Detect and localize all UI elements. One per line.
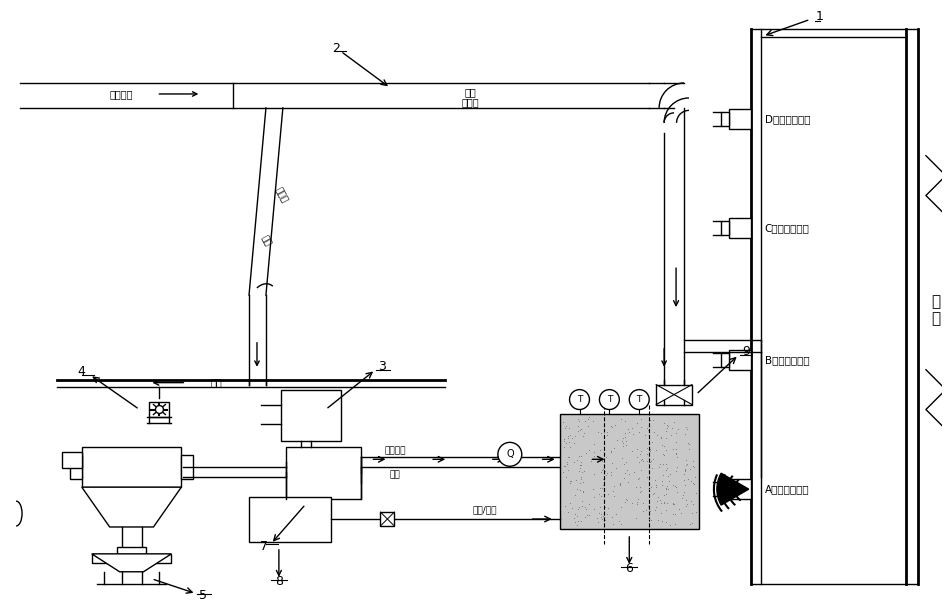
Text: A层燃烧器中心: A层燃烧器中心 <box>765 484 809 494</box>
Text: 粉口: 粉口 <box>464 87 476 97</box>
Bar <box>82 448 181 487</box>
Bar <box>117 547 146 555</box>
Bar <box>721 353 729 367</box>
Bar <box>286 448 361 499</box>
Text: 6: 6 <box>625 562 633 576</box>
Text: 5: 5 <box>199 589 208 602</box>
Text: C层燃烧器中心: C层燃烧器中心 <box>765 224 810 233</box>
Text: T: T <box>607 395 612 404</box>
Text: 煤粉进口: 煤粉进口 <box>110 89 133 99</box>
Text: 8: 8 <box>275 576 283 588</box>
Bar <box>70 456 82 479</box>
Bar <box>117 555 146 563</box>
Text: 4: 4 <box>76 365 85 378</box>
Bar <box>62 452 82 468</box>
Bar <box>560 415 699 529</box>
Text: T: T <box>636 395 642 404</box>
Bar <box>729 109 750 129</box>
Text: 蒸汽/空气: 蒸汽/空气 <box>473 505 497 515</box>
Text: 备二次风: 备二次风 <box>384 446 406 455</box>
Bar <box>380 512 395 526</box>
Text: 2: 2 <box>331 41 340 55</box>
Wedge shape <box>716 473 749 505</box>
Bar <box>249 497 330 542</box>
Bar <box>729 219 750 238</box>
Bar <box>721 112 729 126</box>
Polygon shape <box>92 554 172 572</box>
Text: B层燃烧器中心: B层燃烧器中心 <box>765 355 809 365</box>
Text: 9: 9 <box>742 345 750 358</box>
Text: 1: 1 <box>816 10 823 23</box>
Bar <box>656 385 692 404</box>
Text: 煤粉: 煤粉 <box>211 378 222 388</box>
Text: 炉
膛: 炉 膛 <box>932 294 940 326</box>
Bar <box>654 449 662 477</box>
Bar <box>721 482 729 496</box>
Text: D层燃烧器中心: D层燃烧器中心 <box>765 114 810 124</box>
Bar <box>281 390 341 442</box>
Text: Q: Q <box>506 449 514 459</box>
Bar <box>181 456 194 479</box>
Circle shape <box>156 406 163 414</box>
Bar <box>721 222 729 235</box>
Text: 煤粉: 煤粉 <box>260 233 273 247</box>
Bar <box>92 554 172 563</box>
Polygon shape <box>82 487 181 527</box>
Circle shape <box>599 390 619 409</box>
Text: 7: 7 <box>260 540 268 554</box>
Bar <box>729 479 750 499</box>
Bar <box>729 350 750 370</box>
Circle shape <box>630 390 649 409</box>
Bar <box>149 401 169 418</box>
Text: 煤粉: 煤粉 <box>390 471 400 480</box>
Text: 插板门: 插板门 <box>462 97 479 107</box>
Text: 3: 3 <box>379 360 386 373</box>
Text: 分流器: 分流器 <box>273 186 289 205</box>
Circle shape <box>569 390 589 409</box>
Circle shape <box>497 442 522 466</box>
Text: T: T <box>577 395 582 404</box>
